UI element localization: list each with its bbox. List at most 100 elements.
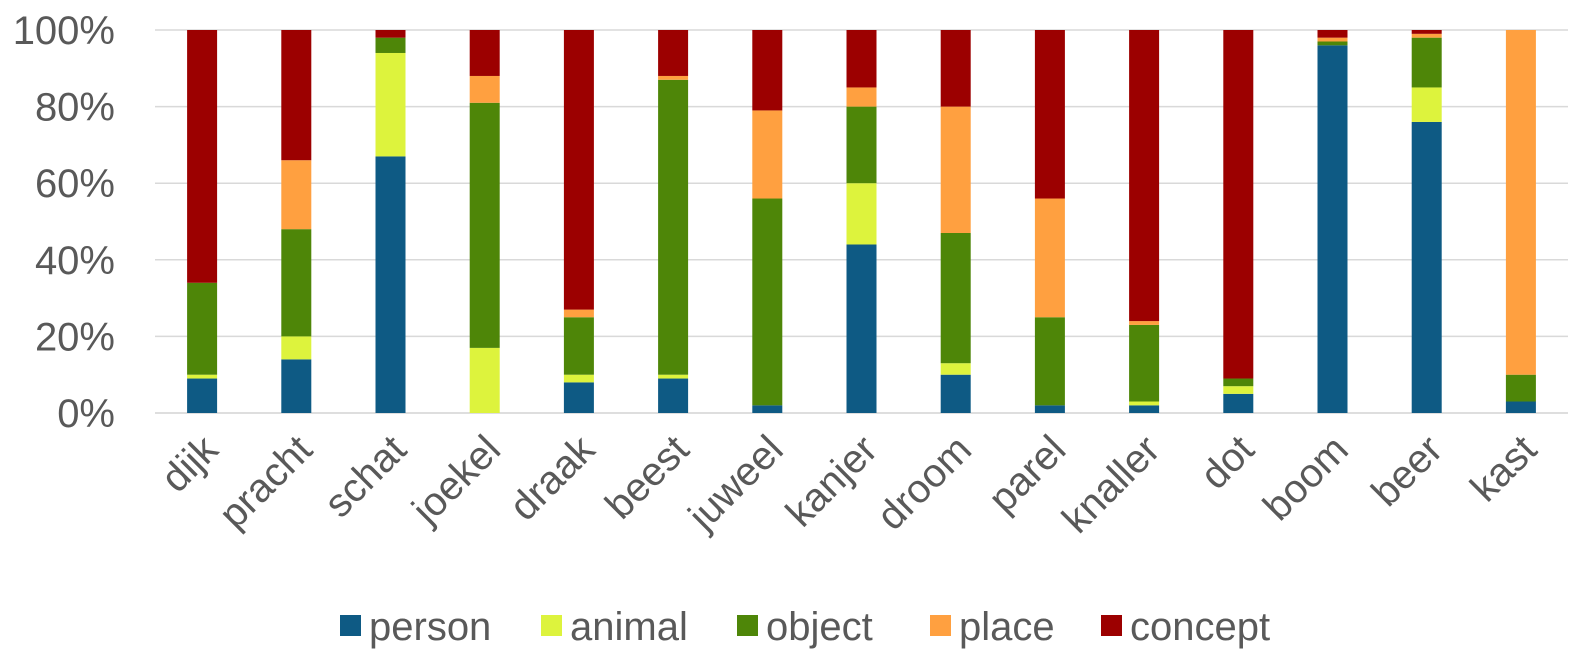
bar-segment-object <box>940 232 971 364</box>
bar-segment-animal <box>563 374 594 383</box>
bar-segment-object <box>1505 374 1536 402</box>
legend-label-animal: animal <box>570 605 688 649</box>
bar-segment-concept <box>752 30 783 111</box>
bar-segment-object <box>1411 37 1442 88</box>
y-tick-label: 60% <box>35 162 115 206</box>
bar-segment-animal <box>281 336 312 360</box>
y-tick-label: 40% <box>35 239 115 283</box>
bar-segment-concept <box>1317 30 1348 38</box>
bar-segment-object <box>658 79 689 375</box>
y-tick-label: 20% <box>35 315 115 359</box>
bar-segment-object <box>1034 317 1065 406</box>
y-tick-label: 100% <box>13 9 115 53</box>
bar-segment-object <box>375 37 406 53</box>
bar-segment-person <box>563 382 594 413</box>
bar-segment-object <box>187 282 218 375</box>
bar-segment-person <box>1223 393 1254 413</box>
bar-segment-concept <box>375 30 406 38</box>
bar-segment-concept <box>563 30 594 310</box>
bar-segment-animal <box>1223 386 1254 394</box>
bars <box>187 30 1536 414</box>
legend-label-person: person <box>369 605 491 649</box>
x-tick-label: dijk <box>153 427 227 501</box>
bar-segment-person <box>846 244 877 413</box>
bar-segment-person <box>281 359 312 413</box>
bar-segment-person <box>1034 405 1065 413</box>
bar-segment-object <box>281 229 312 337</box>
legend-label-concept: concept <box>1130 605 1270 649</box>
bar-segment-person <box>1129 405 1160 413</box>
bar-segment-place <box>658 75 689 80</box>
legend-label-place: place <box>959 605 1055 649</box>
y-tick-label: 0% <box>57 392 115 436</box>
bar-segment-place <box>281 160 312 230</box>
legend-swatch-place <box>930 615 951 636</box>
bar-segment-animal <box>187 374 218 379</box>
bar-segment-place <box>1411 33 1442 38</box>
legend-swatch-concept <box>1101 615 1122 636</box>
y-axis: 0% 20% 40% 60% 80% 100% <box>13 9 115 436</box>
bar-segment-concept <box>187 30 218 283</box>
bar-segment-concept <box>469 30 500 76</box>
bar-segment-object <box>1129 324 1160 402</box>
bar-segment-animal <box>1411 87 1442 122</box>
bar-segment-animal <box>1129 401 1160 406</box>
x-tick-label: kanjer <box>778 427 886 535</box>
legend-label-object: object <box>766 605 873 649</box>
x-tick-label: dot <box>1192 427 1262 497</box>
x-tick-label: beer <box>1363 427 1451 515</box>
bar-segment-person <box>1411 121 1442 414</box>
legend-swatch-animal <box>541 615 562 636</box>
bar-segment-concept <box>1129 30 1160 322</box>
x-tick-label: schat <box>316 427 415 526</box>
bar-segment-place <box>469 75 500 103</box>
bar-segment-concept <box>1411 30 1442 34</box>
x-axis: dijkprachtschatjoekeldraakbeestjuweelkan… <box>153 427 1545 542</box>
bar-segment-place <box>1129 321 1160 325</box>
legend: person animal object place concept <box>340 605 1270 649</box>
bar-segment-animal <box>469 347 500 413</box>
bar-segment-object <box>846 106 877 184</box>
bar-segment-person <box>375 156 406 413</box>
legend-swatch-object <box>737 615 758 636</box>
bar-segment-concept <box>281 30 312 161</box>
bar-segment-concept <box>846 30 877 88</box>
bar-segment-place <box>1034 198 1065 318</box>
bar-segment-concept <box>1223 30 1254 379</box>
bar-segment-place <box>1317 37 1348 42</box>
bar-segment-object <box>563 317 594 375</box>
x-tick-label: beest <box>597 427 697 527</box>
bar-segment-place <box>940 106 971 233</box>
bar-segment-object <box>752 198 783 406</box>
x-tick-label: pracht <box>211 427 321 537</box>
x-tick-label: kast <box>1462 427 1545 510</box>
bar-segment-animal <box>846 183 877 245</box>
bar-segment-object <box>469 102 500 348</box>
x-tick-label: draak <box>501 427 604 530</box>
bar-segment-place <box>846 87 877 107</box>
x-tick-label: droom <box>869 427 980 538</box>
bar-segment-place <box>752 110 783 199</box>
bar-segment-person <box>752 405 783 413</box>
x-tick-label: joekel <box>403 427 509 533</box>
legend-swatch-person <box>340 615 361 636</box>
bar-segment-animal <box>658 374 689 379</box>
bar-segment-concept <box>658 30 689 76</box>
bar-segment-place <box>1505 30 1536 375</box>
bar-segment-concept <box>1034 30 1065 199</box>
x-tick-label: knaller <box>1054 427 1168 541</box>
bar-segment-object <box>1317 41 1348 46</box>
bar-segment-animal <box>940 363 971 375</box>
bar-segment-animal <box>375 52 406 157</box>
x-tick-label: juweel <box>680 427 792 539</box>
bar-segment-concept <box>940 30 971 107</box>
bar-segment-person <box>1505 401 1536 413</box>
x-tick-label: boom <box>1255 427 1357 529</box>
y-tick-label: 80% <box>35 86 115 130</box>
bar-segment-person <box>187 378 218 413</box>
bar-segment-person <box>1317 45 1348 413</box>
bar-segment-person <box>658 378 689 413</box>
bar-segment-place <box>563 309 594 318</box>
bar-segment-person <box>940 374 971 413</box>
